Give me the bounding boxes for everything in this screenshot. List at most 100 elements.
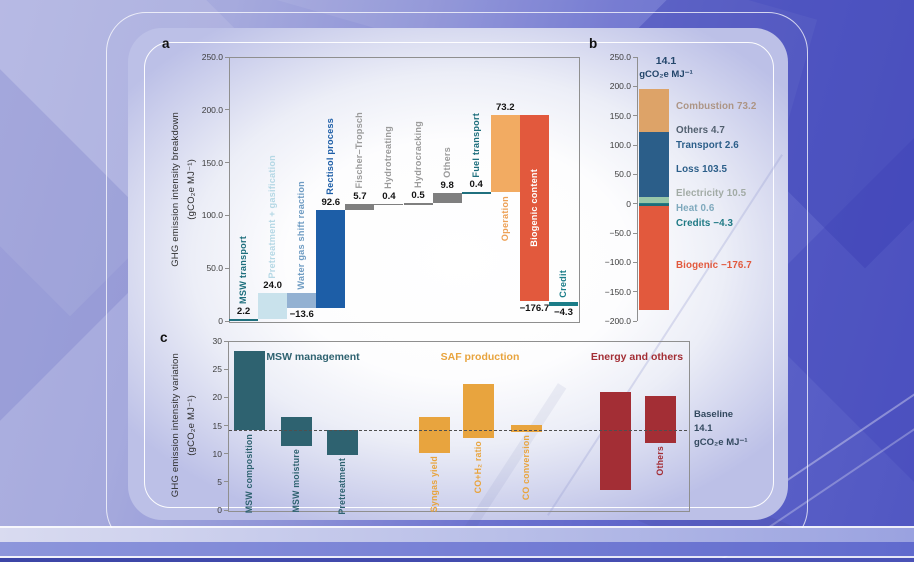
annotation-combustion-73-2: Combustion 73.2 bbox=[676, 101, 757, 112]
axis-tick-label: −200.0 bbox=[604, 316, 631, 326]
label-fischer-tropsch: Fischer–Tropsch bbox=[352, 0, 368, 189]
bar-msw-transport bbox=[229, 318, 259, 321]
figure-card bbox=[128, 28, 788, 520]
label-hydrocracking: Hydrocracking bbox=[410, 0, 426, 188]
axis-tick-label: 250.0 bbox=[201, 52, 223, 62]
axis-tick-label: 200.0 bbox=[201, 104, 223, 115]
axis-tick bbox=[224, 509, 228, 511]
annotation-credits-4-3: Credits −4.3 bbox=[676, 218, 734, 229]
bar-pretreatment-gasification bbox=[258, 293, 288, 319]
axis-tick bbox=[224, 453, 228, 455]
panel-b-net-annotation: 14.1 gCO₂e MJ⁻¹ bbox=[614, 55, 718, 81]
axis-tick bbox=[225, 214, 229, 216]
label-text-msw-composition: MSW composition bbox=[243, 433, 254, 513]
axis-tick bbox=[224, 340, 228, 342]
segment-electricity bbox=[639, 197, 669, 204]
axis-tick-label: 150.0 bbox=[201, 157, 223, 168]
label-text-co-conversion: CO conversion bbox=[520, 434, 531, 500]
axis-tick bbox=[224, 396, 228, 398]
bar-others bbox=[644, 395, 676, 443]
inner-frame-outline bbox=[144, 42, 774, 508]
axis-tick bbox=[224, 368, 228, 370]
value-hydrotreating: 0.4 bbox=[382, 190, 396, 202]
axis-tick bbox=[633, 203, 637, 205]
label-text-co-h-ratio: CO+H₂ ratio bbox=[472, 440, 483, 494]
axis-tick-label: −50.0 bbox=[609, 228, 631, 238]
label-text-biogenic-content: Biogenic content bbox=[528, 169, 539, 248]
annotation-loss-103-5: Loss 103.5 bbox=[676, 164, 728, 175]
baseline-word: Baseline bbox=[694, 409, 734, 420]
value-fuel-transport: 0.4 bbox=[469, 179, 483, 191]
group-label-saf-production: SAF production bbox=[440, 351, 520, 363]
bar-credit bbox=[548, 301, 578, 306]
label-text-msw-transport: MSW transport bbox=[238, 235, 249, 304]
bar-electricity bbox=[599, 391, 631, 490]
axis-tick-label: −150.0 bbox=[604, 286, 631, 297]
bottom-band-light bbox=[0, 527, 914, 542]
value-hydrocracking: 0.5 bbox=[411, 189, 425, 201]
label-pretreatment: Pretreatment bbox=[334, 458, 350, 515]
panel-b-axis-line bbox=[637, 57, 638, 321]
label-co-h-ratio: CO+H₂ ratio bbox=[470, 441, 486, 510]
axis-tick bbox=[633, 232, 637, 234]
baseline-value: 14.1 bbox=[694, 423, 713, 434]
bottom-band-line bbox=[0, 526, 914, 528]
label-co-conversion: CO conversion bbox=[518, 435, 534, 510]
value-biogenic-content: −176.7 bbox=[519, 302, 550, 314]
label-text-credit: Credit bbox=[557, 269, 568, 298]
bottom-band-mid bbox=[0, 541, 914, 556]
label-text-rectisol-process: Rectisol process bbox=[325, 118, 336, 195]
label-hydrotreating: Hydrotreating bbox=[381, 0, 397, 189]
label-text-fischer-tropsch: Fischer–Tropsch bbox=[354, 112, 365, 189]
segment-combustion bbox=[639, 89, 669, 133]
label-biogenic-content: Biogenic content bbox=[526, 115, 542, 302]
axis-tick-label: −100.0 bbox=[604, 257, 631, 268]
label-text-others: Others bbox=[441, 146, 452, 178]
axis-tick bbox=[633, 115, 637, 117]
bar-syngas-yield bbox=[418, 416, 450, 453]
segment-transport bbox=[639, 134, 669, 137]
label-text-others: Others bbox=[654, 445, 665, 476]
annotation-heat-0-6: Heat 0.6 bbox=[676, 203, 715, 214]
panel-c-baseline-annotation: Baseline 14.1 gCO₂e MJ⁻¹ bbox=[694, 408, 786, 450]
axis-tick-label: 10 bbox=[212, 448, 222, 459]
group-label-energy-and-others: Energy and others bbox=[590, 351, 684, 363]
bar-rectisol-process bbox=[316, 209, 346, 308]
bar-msw-composition bbox=[233, 351, 265, 431]
bar-water-gas-shift-reaction bbox=[287, 293, 317, 308]
bar-pretreatment bbox=[326, 430, 358, 456]
bar-operation bbox=[490, 114, 520, 193]
axis-tick bbox=[633, 144, 637, 146]
axis-tick bbox=[633, 85, 637, 87]
panel-b-letter: b bbox=[589, 36, 598, 51]
bar-fuel-transport bbox=[461, 192, 491, 194]
axis-tick bbox=[225, 162, 229, 164]
panel-b-net-value: 14.1 bbox=[655, 55, 677, 67]
panel-b-net-unit: gCO₂e MJ⁻¹ bbox=[639, 69, 693, 80]
value-credit: −4.3 bbox=[553, 307, 573, 318]
label-text-syngas-yield: Syngas yield bbox=[428, 455, 439, 512]
axis-tick-label: 0 bbox=[218, 316, 223, 326]
label-text-hydrotreating: Hydrotreating bbox=[383, 125, 394, 189]
annotation-biogenic-176-7: Biogenic −176.7 bbox=[676, 260, 752, 271]
bottom-band-line2 bbox=[0, 556, 914, 558]
axis-tick bbox=[633, 320, 637, 322]
label-text-pretreatment: Pretreatment bbox=[336, 458, 347, 516]
label-msw-transport: MSW transport bbox=[236, 0, 252, 304]
value-msw-transport: 2.2 bbox=[236, 305, 251, 317]
label-others: Others bbox=[439, 0, 455, 178]
panel-c-letter: c bbox=[160, 330, 168, 345]
annotation-electricity-10-5: Electricity 10.5 bbox=[676, 188, 747, 199]
value-rectisol-process: 92.6 bbox=[321, 196, 341, 208]
bar-others bbox=[432, 192, 462, 203]
bar-hydrocracking bbox=[403, 202, 433, 205]
axis-tick-label: 15 bbox=[212, 420, 222, 431]
label-msw-composition: MSW composition bbox=[241, 433, 257, 513]
segment-credits bbox=[639, 203, 669, 207]
annotation-transport-2-6: Transport 2.6 bbox=[676, 140, 739, 151]
label-text-operation: Operation bbox=[499, 196, 510, 242]
axis-tick-label: 5 bbox=[217, 476, 222, 487]
bottom-band-dark bbox=[0, 557, 914, 562]
